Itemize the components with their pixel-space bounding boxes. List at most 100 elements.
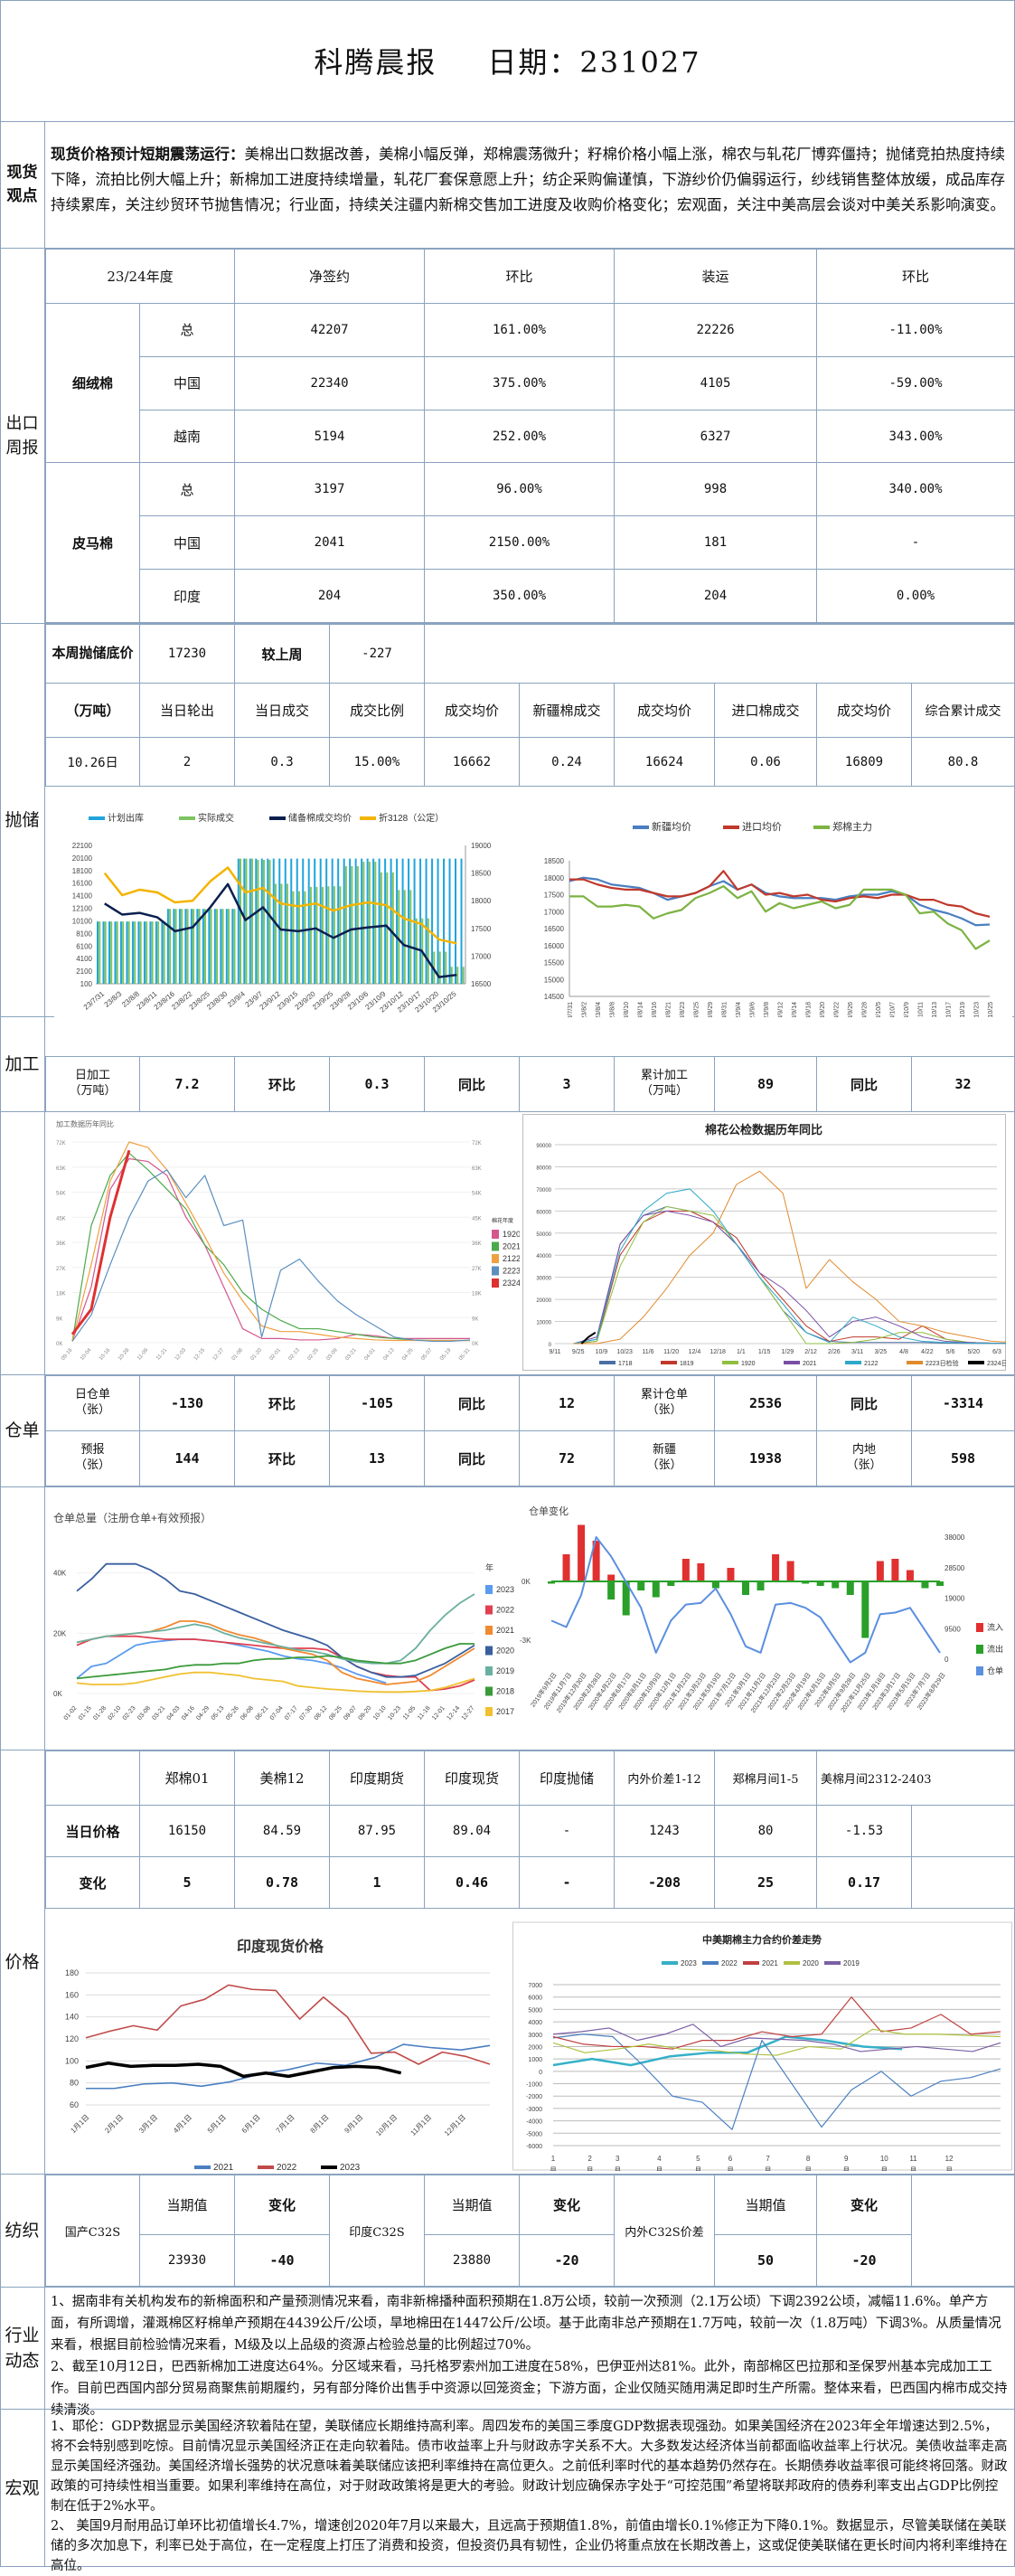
- bar-actual: [368, 862, 371, 984]
- legend-swatch: [492, 1279, 499, 1288]
- x-tick-label: 05-26: [225, 1705, 240, 1722]
- bar-actual: [245, 858, 248, 984]
- export-header-ship: 装运: [614, 249, 818, 304]
- legend-label: 1819: [680, 1361, 694, 1367]
- export-ship-chg: -: [816, 515, 1015, 571]
- series-line-0: [86, 2043, 491, 2090]
- series-line-2: [104, 882, 457, 978]
- tick-label: 180: [65, 1968, 79, 1977]
- legend-label: 2021: [496, 1626, 514, 1635]
- export-net-chg: 161.00%: [424, 303, 616, 357]
- x-tick-label: 8: [806, 2155, 811, 2163]
- tick-label: 17500: [544, 892, 565, 900]
- tick-label: 0K: [53, 1690, 62, 1698]
- textile-cur-label: 当期值: [139, 2175, 235, 2235]
- legend-swatch: [661, 1361, 677, 1364]
- price-cell: 25: [714, 1856, 817, 1909]
- textile-chg-label: 变化: [519, 2175, 615, 2235]
- section-label-industry: 行业动态: [0, 2288, 45, 2409]
- legend-label: 2019: [843, 1959, 860, 1967]
- textile-india-label: 印度C32S: [329, 2175, 425, 2287]
- export-region: 越南: [138, 409, 236, 464]
- x-tick-label: 4/22: [921, 1349, 934, 1355]
- x-tick-label: 01-08: [231, 1347, 245, 1362]
- bar-inflow: [578, 1524, 586, 1581]
- series-line-4: [552, 2024, 1001, 2052]
- bar-planned: [425, 858, 428, 984]
- x-tick-label: 23/8/14: [638, 1002, 644, 1017]
- x-tick-label: 23/9/12: [778, 1002, 785, 1017]
- bar-planned: [361, 858, 363, 984]
- x-tick-label: 06-21: [255, 1705, 270, 1722]
- bar-outflow: [832, 1581, 840, 1589]
- processing-cell: 同比: [816, 1056, 912, 1112]
- legend-label: 2023: [681, 1959, 697, 1967]
- tick-label: -3K: [520, 1637, 531, 1645]
- textile-domestic-label: 国产C32S: [45, 2175, 140, 2287]
- chart-processing-yoy: 加工数据历年同比 0K 0K 9K 9K 18K 18K 27K 27K 36K 36K 45K 45K…: [54, 1112, 520, 1370]
- tick-label: 54K: [56, 1192, 66, 1197]
- bar-outflow: [548, 1581, 555, 1584]
- table-row: 10.26日 2 0.3 15.00% 16662 0.24 16624 0.0…: [45, 737, 1015, 787]
- legend-label: 2020: [496, 1647, 514, 1656]
- x-tick-label: 10-10: [372, 1705, 388, 1722]
- bar-actual: [398, 890, 400, 984]
- x-tick-label: 9/25: [572, 1349, 585, 1355]
- bar-outflow: [667, 1581, 675, 1586]
- bar-actual: [193, 909, 195, 984]
- bar-inflow: [772, 1554, 780, 1581]
- series-line-2: [71, 1141, 470, 1342]
- legend-title: 年: [485, 1562, 493, 1572]
- bar-planned: [231, 909, 234, 984]
- x-tick-label: 03-21: [344, 1347, 358, 1362]
- bar-outflow: [757, 1581, 765, 1590]
- bar-actual: [257, 859, 259, 984]
- bar-inflow: [891, 1559, 899, 1581]
- x-tick-label: 09-20: [358, 1705, 373, 1722]
- legend-label: 2021: [762, 1959, 778, 1967]
- section-processing-charts: 加工数据历年同比 0K 0K 9K 9K 18K 18K 27K 27K 36K 36K 45K 45K…: [0, 1112, 1015, 1374]
- legend-label: 进口均价: [742, 821, 782, 833]
- price-cell: 0.17: [816, 1856, 912, 1909]
- series-line-1: [573, 1210, 1006, 1345]
- price-cell: 84.59: [234, 1805, 330, 1857]
- tick-label: 40000: [536, 1254, 551, 1260]
- bar-planned: [114, 921, 117, 984]
- textile-table: 国产C32S 当期值 变化 印度C32S 当期值 变化 内外C32S价差 当期值…: [45, 2175, 1015, 2287]
- reserve-header: 成交比例: [329, 683, 425, 738]
- x-tick-label: 5: [696, 2155, 700, 2163]
- x-tick-label: 月: [550, 2166, 557, 2171]
- series-line-4: [70, 1149, 131, 1335]
- x-tick-label: 月: [842, 2166, 850, 2171]
- bar-planned: [190, 909, 193, 984]
- x-tick-label: 23/8/23: [680, 1002, 686, 1017]
- bar-actual: [198, 909, 201, 984]
- tick-label: 2000: [528, 2044, 542, 2051]
- tick-label: 40K: [53, 1570, 67, 1578]
- tick-label: 22100: [72, 842, 93, 850]
- textile-spread-chg: -20: [816, 2234, 912, 2287]
- reserve-vs-last-label: 较上周: [234, 624, 330, 684]
- export-net: 3197: [234, 462, 426, 517]
- tick-label: 18100: [72, 867, 93, 875]
- tick-label: 140: [65, 2013, 79, 2022]
- x-tick-label: 11/20: [663, 1349, 679, 1355]
- legend-label: 2020: [803, 1959, 819, 1967]
- x-tick-label: 09-16: [61, 1347, 74, 1362]
- bar-planned: [354, 858, 357, 984]
- reserve-floor-label: 本周抛储底价: [45, 624, 140, 684]
- bar-inflow: [786, 1561, 794, 1581]
- tick-label: 63K: [472, 1166, 482, 1172]
- export-region: 印度: [138, 569, 236, 623]
- legend-swatch: [722, 1361, 738, 1364]
- price-header: [45, 1750, 140, 1806]
- textile-domestic-chg: -40: [234, 2234, 330, 2287]
- legend-label: 新疆均价: [652, 820, 691, 833]
- bar-actual: [127, 921, 130, 984]
- section-label-spacer: [0, 1112, 45, 1374]
- reserve-header: （万吨）: [45, 683, 140, 738]
- bar-planned: [401, 858, 404, 984]
- chart-title: 印度现货价格: [237, 1938, 324, 1955]
- tick-label: 0K: [472, 1342, 478, 1347]
- legend-swatch: [813, 826, 830, 829]
